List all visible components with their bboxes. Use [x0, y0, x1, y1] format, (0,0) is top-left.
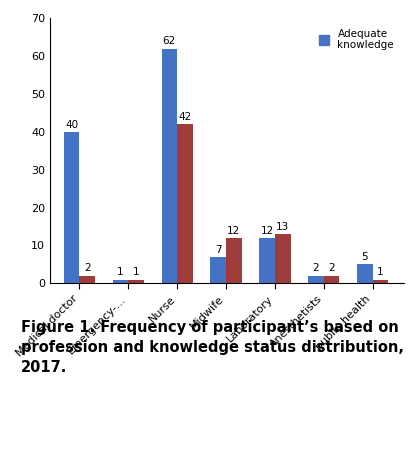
Text: 62: 62: [163, 36, 176, 46]
Bar: [357, 265, 373, 283]
Bar: [275, 234, 291, 283]
Text: 42: 42: [178, 112, 191, 122]
Bar: [64, 132, 79, 283]
Text: 2: 2: [328, 264, 335, 273]
Bar: [113, 280, 128, 283]
Text: 2: 2: [84, 264, 90, 273]
Bar: [373, 280, 388, 283]
Text: 40: 40: [65, 120, 78, 130]
Bar: [259, 238, 275, 283]
Bar: [128, 280, 144, 283]
Text: Figure 1. Frequency of participant’s based on
profession and knowledge status di: Figure 1. Frequency of participant’s bas…: [21, 320, 404, 374]
Text: 2: 2: [313, 264, 319, 273]
Bar: [211, 257, 226, 283]
Text: 1: 1: [133, 267, 139, 277]
Text: 12: 12: [227, 226, 241, 236]
Text: 5: 5: [362, 252, 368, 262]
Text: 7: 7: [215, 244, 221, 255]
Text: 13: 13: [276, 222, 289, 232]
Bar: [177, 124, 193, 283]
Bar: [161, 48, 177, 283]
Text: 12: 12: [261, 226, 274, 236]
Bar: [324, 276, 339, 283]
Bar: [226, 238, 242, 283]
Text: 1: 1: [377, 267, 384, 277]
Text: 1: 1: [117, 267, 124, 277]
Bar: [79, 276, 95, 283]
Legend: Adequate
knowledge: Adequate knowledge: [314, 23, 399, 55]
Bar: [308, 276, 324, 283]
